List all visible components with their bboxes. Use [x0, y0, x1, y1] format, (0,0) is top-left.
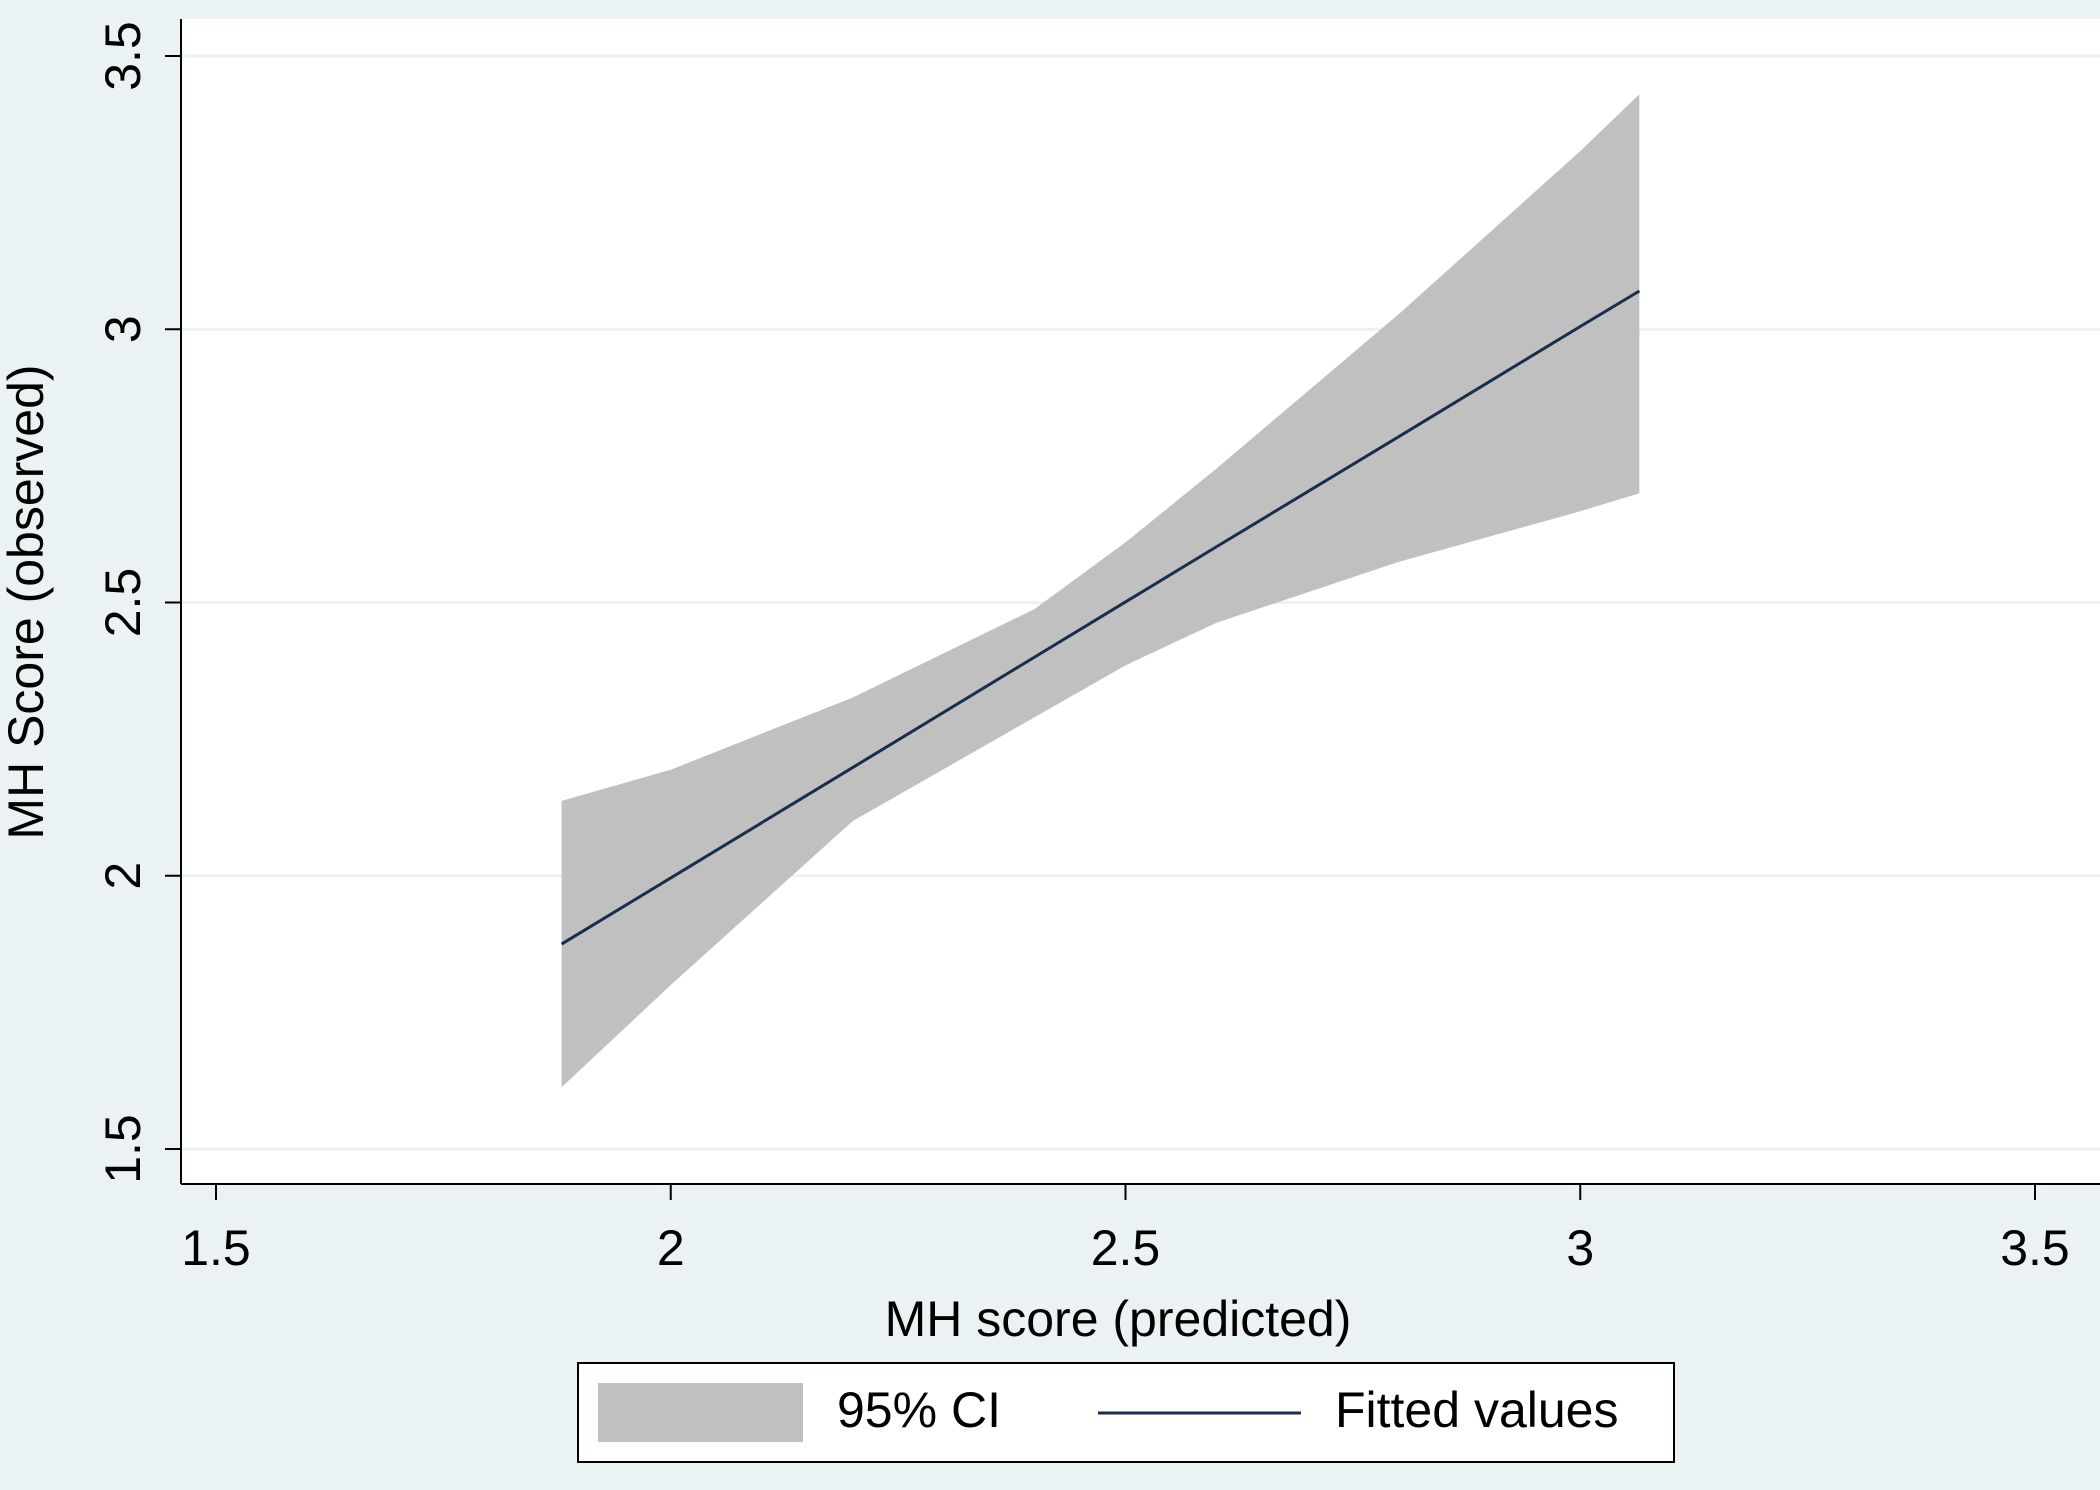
x-tick-label: 1.5	[181, 1220, 251, 1276]
legend-label: 95% CI	[837, 1382, 1001, 1438]
y-tick-label: 2.5	[95, 568, 151, 638]
x-axis-title: MH score (predicted)	[885, 1291, 1352, 1347]
y-tick-label: 2	[95, 862, 151, 890]
fitted-line	[560, 289, 1641, 946]
y-tick-label: 1.5	[95, 1114, 151, 1184]
y-tick-label: 3.5	[95, 21, 151, 91]
y-tick-label: 3	[95, 315, 151, 343]
x-tick-label: 3	[1566, 1220, 1594, 1276]
x-tick-label: 3.5	[2000, 1220, 2070, 1276]
legend-swatch	[598, 1383, 803, 1442]
x-tick-label: 2	[657, 1220, 685, 1276]
y-axis-title: MH Score (observed)	[0, 364, 54, 839]
x-tick-label: 2.5	[1091, 1220, 1161, 1276]
ci-band	[561, 94, 1640, 1088]
legend-label: Fitted values	[1335, 1382, 1618, 1438]
